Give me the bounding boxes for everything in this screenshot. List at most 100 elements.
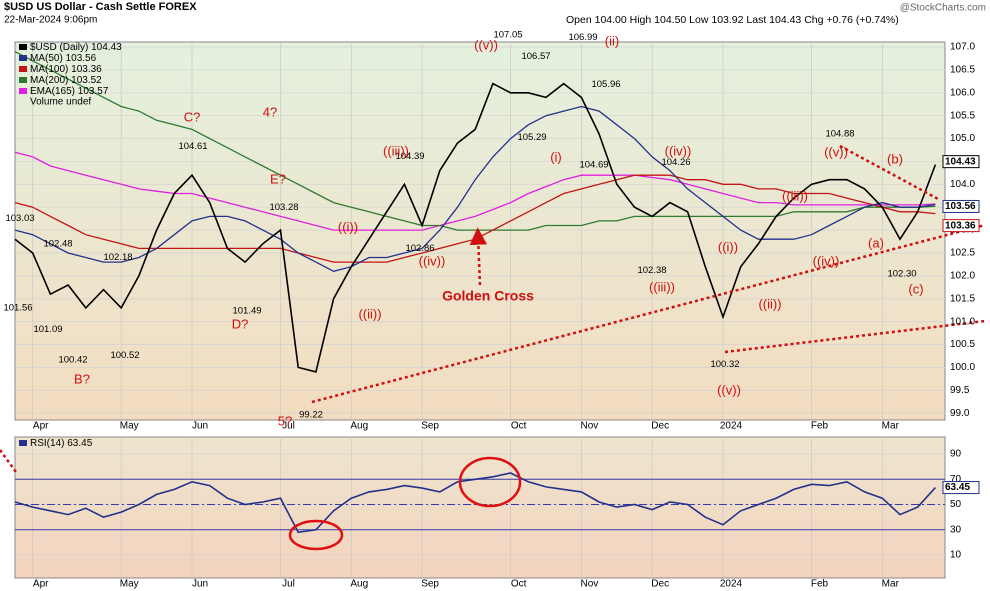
x-tick-label: Nov — [581, 421, 599, 432]
highlight-circle — [288, 519, 344, 551]
legend-entry: MA(100) 103.36 — [30, 64, 102, 75]
x-tick-label: Jul — [282, 421, 295, 432]
wave-label: ((i)) — [718, 239, 738, 254]
x-tick-label: Feb — [811, 421, 829, 432]
wave-label: ((iii)) — [649, 279, 675, 294]
legend-swatch — [19, 66, 27, 72]
legend-name: RSI(14) — [30, 438, 64, 449]
y-tick-label: 100.5 — [950, 339, 975, 350]
price-tag-label: 63.45 — [945, 482, 970, 493]
price-point-label: 102.18 — [103, 252, 132, 263]
price-point-label: 102.30 — [887, 269, 916, 280]
legend-swatch — [19, 44, 27, 50]
y-tick-label: 102.5 — [950, 248, 975, 259]
legend-entry: MA(200) 103.52 — [30, 75, 102, 86]
y-tick-label: 70 — [950, 474, 962, 485]
x-tick-label: Sep — [421, 421, 439, 432]
price-point-label: 102.86 — [405, 243, 434, 254]
price-point-label: 101.49 — [232, 306, 261, 317]
highlight-circle — [458, 456, 522, 508]
x-tick-label: Apr — [33, 421, 49, 432]
wave-label: ((v)) — [717, 382, 741, 397]
series-line — [14, 151, 936, 231]
price-point-label: 99.22 — [299, 410, 323, 421]
legend-value: 104.43 — [91, 42, 122, 53]
price-point-label: 106.57 — [521, 51, 550, 62]
wave-label: ((i)) — [338, 219, 358, 234]
price-tag-label: 104.43 — [945, 156, 976, 167]
y-tick-label: 99.5 — [950, 385, 970, 396]
arrow — [469, 227, 488, 286]
x-tick-label: Dec — [651, 421, 669, 432]
legend-value: 63.45 — [67, 438, 92, 449]
price-point-label: 100.32 — [710, 359, 739, 370]
wave-label: (i) — [550, 149, 562, 164]
y-tick-label: 104.0 — [950, 179, 975, 190]
x-tick-label: Aug — [350, 421, 368, 432]
chart-title: $USD US Dollar - Cash Settle FOREX — [4, 1, 197, 13]
legend-name: $USD (Daily) — [30, 42, 88, 53]
y-tick-label: 106.5 — [950, 65, 975, 76]
legend-name: MA(50) — [30, 53, 63, 64]
series-line — [14, 472, 936, 534]
y-tick-label: 107.0 — [950, 42, 975, 53]
x-tick-label: Oct — [511, 579, 527, 590]
price-point-label: 104.39 — [395, 151, 424, 162]
price-point-label: 104.88 — [825, 129, 854, 140]
price-point-label: 101.09 — [33, 324, 62, 335]
y-tick-label: 30 — [950, 524, 962, 535]
x-tick-label: Jun — [192, 579, 208, 590]
price-tag — [942, 481, 980, 495]
wave-label: ((ii)) — [358, 306, 381, 321]
legend-value: 103.36 — [71, 64, 102, 75]
wave-label: ((iii)) — [383, 143, 409, 158]
chart-subtitle: 22-Mar-2024 9:06pm — [4, 15, 97, 26]
x-tick-label: Oct — [511, 421, 527, 432]
x-tick-label: Nov — [581, 579, 599, 590]
y-tick-label: 105.5 — [950, 110, 975, 121]
wave-label: D? — [232, 316, 249, 331]
wave-label: ((v)) — [824, 144, 848, 159]
price-point-label: 102.48 — [43, 238, 72, 249]
price-point-label: 105.96 — [591, 79, 620, 90]
y-tick-label: 101.0 — [950, 316, 975, 327]
x-tick-label: Apr — [33, 579, 49, 590]
wave-label: ((iv)) — [813, 253, 840, 268]
copyright: @StockCharts.com — [900, 3, 986, 14]
wave-label: ((iv)) — [419, 253, 446, 268]
wave-label: 5? — [278, 413, 292, 428]
x-tick-label: 2024 — [720, 421, 743, 432]
legend-entry: RSI(14) 63.45 — [30, 438, 93, 449]
legend-name: MA(100) — [30, 64, 68, 75]
price-point-label: 104.69 — [579, 159, 608, 170]
plot-layer — [14, 42, 945, 578]
legend-name: EMA(165) — [30, 86, 75, 97]
x-tick-label: Mar — [882, 579, 900, 590]
y-tick-label: 106.0 — [950, 87, 975, 98]
wave-label: ((iii)) — [782, 188, 808, 203]
legend-value: 103.57 — [78, 86, 109, 97]
price-tag — [942, 199, 980, 213]
trendline — [0, 449, 18, 473]
price-tag — [942, 155, 980, 169]
y-tick-label: 105.0 — [950, 133, 975, 144]
wave-label: (b) — [887, 151, 903, 166]
price-point-label: 104.26 — [661, 157, 690, 168]
y-tick-label: 100.0 — [950, 362, 975, 373]
x-tick-label: May — [120, 421, 139, 432]
x-tick-label: Dec — [651, 579, 669, 590]
legend-value: 103.56 — [66, 53, 97, 64]
wave-label: Golden Cross — [442, 288, 534, 304]
trendline — [311, 223, 986, 404]
wave-label: ((v)) — [474, 37, 498, 52]
legend-swatch — [19, 77, 27, 83]
series-line — [14, 82, 937, 373]
legend-entry: EMA(165) 103.57 — [30, 86, 109, 97]
price-point-label: 103.03 — [5, 213, 34, 224]
x-tick-label: Aug — [350, 579, 368, 590]
wave-label: ((ii)) — [758, 296, 781, 311]
legend-entry: $USD (Daily) 104.43 — [30, 42, 122, 53]
price-point-label: 100.42 — [58, 355, 87, 366]
legend-swatch — [19, 55, 27, 61]
